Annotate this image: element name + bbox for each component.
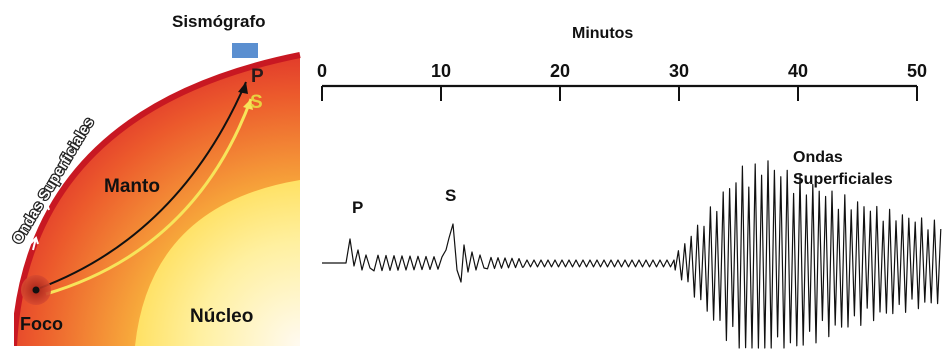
core-region	[135, 180, 300, 346]
time-axis-tick-label: 30	[669, 61, 689, 81]
surface-arrow-icon	[111, 111, 124, 120]
s-wave-path	[45, 98, 253, 296]
p-wave-path	[39, 81, 247, 289]
time-axis-title: Minutos	[572, 25, 633, 42]
seismogram: Minutos 0 10 20 30 40 50 P S Ondas Superficia…	[317, 25, 942, 349]
surface-arrow-icon	[41, 202, 50, 216]
earth-section: Sismógrafo P S Ondas Superficiales Manto…	[8, 12, 301, 346]
surface-arrow-icon	[71, 149, 80, 161]
surface-waves-label-line1: Ondas	[793, 149, 843, 166]
seismograph-station-icon	[232, 43, 258, 58]
focus-label: Foco	[20, 314, 63, 334]
time-axis-tick-label: 10	[431, 61, 451, 81]
seismogram-trace	[322, 160, 942, 349]
s-arrival-label: S	[445, 186, 456, 205]
mantle-label: Manto	[104, 176, 160, 197]
time-axis-tick-label: 40	[788, 61, 808, 81]
core-label: Núcleo	[190, 306, 253, 327]
time-axis-tick-label: 50	[907, 61, 927, 81]
p-wave-arrival-label: P	[251, 66, 264, 87]
focus-point-icon	[32, 286, 40, 294]
time-axis-ticks: 0 10 20 30 40 50	[317, 61, 927, 101]
time-axis-tick-label: 0	[317, 61, 327, 81]
s-wave-arrival-label: S	[250, 92, 263, 113]
surface-arrow-icon	[89, 128, 101, 139]
surface-wave-arrows	[30, 96, 148, 251]
seismograph-label: Sismógrafo	[172, 12, 266, 31]
surface-arrow-icon	[135, 96, 148, 106]
surface-arrow-icon	[30, 236, 39, 251]
surface-arrow-icon	[55, 173, 64, 186]
p-wave-arrowhead-icon	[238, 82, 248, 94]
time-axis-tick-label: 20	[550, 61, 570, 81]
surface-waves-label-line2: Superficiales	[793, 171, 893, 188]
s-wave-arrowhead-icon	[243, 99, 253, 110]
p-arrival-label: P	[352, 198, 363, 217]
